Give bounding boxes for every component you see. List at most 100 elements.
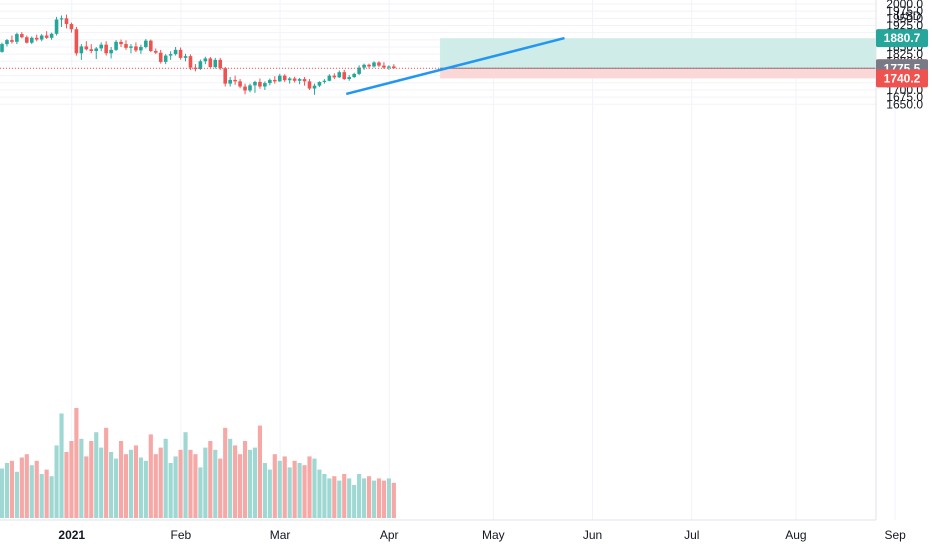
price-tag-label: 1880.7 <box>884 31 921 45</box>
volume-bar <box>94 432 99 518</box>
candle-body <box>372 62 376 67</box>
price-tick-label: 1925.0 <box>886 18 923 32</box>
candle-body <box>59 18 64 20</box>
price-tick-label: 1675.0 <box>886 90 923 104</box>
price-tick-label: 1975.0 <box>886 4 923 18</box>
volume-bar <box>34 460 39 518</box>
candle-body <box>173 49 178 55</box>
trend-line[interactable] <box>345 36 565 96</box>
candle-body <box>49 33 54 38</box>
volume-bar <box>376 478 382 518</box>
volume-bar <box>183 432 188 518</box>
candle-body <box>29 37 34 43</box>
price-tick-label: 1650.0 <box>886 97 923 111</box>
candle-body <box>79 46 84 54</box>
candle-body <box>292 78 297 81</box>
candle-body <box>163 55 168 62</box>
candle-body <box>228 79 232 84</box>
candle-body <box>297 79 302 81</box>
price-tag-label: 1740.2 <box>884 71 921 85</box>
volume-bar <box>9 460 14 518</box>
price-axis[interactable]: USD 2000.01975.01950.01925.01900.01875.0… <box>886 0 923 111</box>
candle-body <box>188 56 193 68</box>
volume-bar <box>238 454 243 518</box>
volume-bar <box>342 474 347 518</box>
candle-body <box>158 52 163 62</box>
candle-body <box>352 73 356 78</box>
time-tick-label: 2021 <box>58 528 85 542</box>
volume-bar <box>357 474 362 518</box>
volume-bar <box>247 449 253 518</box>
candle-body <box>64 18 69 25</box>
candle-body <box>208 58 213 68</box>
volume-bar <box>272 454 277 518</box>
volume-bar <box>178 449 183 518</box>
time-tick-label: Jul <box>684 528 699 542</box>
volume-bar <box>252 447 258 518</box>
candle-body <box>337 72 342 78</box>
candle-body <box>282 75 287 81</box>
candle-body <box>253 81 257 86</box>
volume-bar <box>173 456 178 518</box>
volume-bar <box>79 438 84 518</box>
candle-body <box>183 56 188 58</box>
volume-bar <box>4 463 10 518</box>
volume-bar <box>89 441 94 518</box>
candle-body <box>119 41 123 45</box>
volume-bar <box>391 482 396 518</box>
volume-bar <box>109 452 114 518</box>
time-tick-label: Sep <box>884 528 906 542</box>
candle-body <box>263 83 267 87</box>
candle-body <box>357 67 361 74</box>
volume-bar <box>312 458 317 518</box>
candle-body <box>198 61 203 70</box>
volume-bar <box>307 456 312 518</box>
volume-bar <box>123 454 129 518</box>
volume-bar <box>302 465 307 518</box>
volume-bar <box>223 427 228 518</box>
candle-body <box>94 48 99 51</box>
volume-bar <box>158 447 163 518</box>
candle-body <box>218 59 223 69</box>
volume-bar <box>163 438 168 518</box>
time-tick-label: Aug <box>785 528 806 542</box>
volume-bar <box>69 441 74 518</box>
volume-bar <box>257 425 262 518</box>
volume-bar <box>133 445 138 518</box>
candle-body <box>109 49 113 54</box>
time-tick-label: Mar <box>270 528 291 542</box>
candle-body <box>139 46 143 51</box>
candle-body <box>99 44 103 49</box>
candle-body <box>5 40 9 45</box>
volume-bar <box>29 465 34 518</box>
candle-body <box>362 64 366 68</box>
volume-bar <box>371 480 377 518</box>
candle-body <box>168 54 173 56</box>
candle-body <box>203 58 208 62</box>
candle-body <box>387 66 391 68</box>
candle-body <box>74 29 79 54</box>
candle-body <box>312 85 317 89</box>
candle-body <box>287 78 292 81</box>
candle-body <box>302 79 307 82</box>
candle-body <box>317 81 322 86</box>
volume-bar <box>297 463 302 518</box>
volume-bar <box>84 456 89 518</box>
volume-bar <box>138 457 143 518</box>
time-axis[interactable]: 2021 Feb Mar Apr May Jun Jul Aug Sep <box>58 528 906 542</box>
volume-bar <box>242 441 248 518</box>
time-tick-label: Apr <box>380 528 399 542</box>
volume-bar <box>19 457 24 518</box>
volume-bar <box>118 441 124 518</box>
volume-bar <box>49 476 54 518</box>
long-position-zones[interactable] <box>440 38 876 79</box>
candle-body <box>342 72 347 80</box>
volume-bar <box>143 460 148 518</box>
volume-bar <box>386 478 391 518</box>
volume-bar <box>213 449 218 518</box>
price-tick-label: 1950.0 <box>886 11 923 25</box>
candle-body <box>114 41 118 50</box>
volume-bar <box>168 463 173 518</box>
